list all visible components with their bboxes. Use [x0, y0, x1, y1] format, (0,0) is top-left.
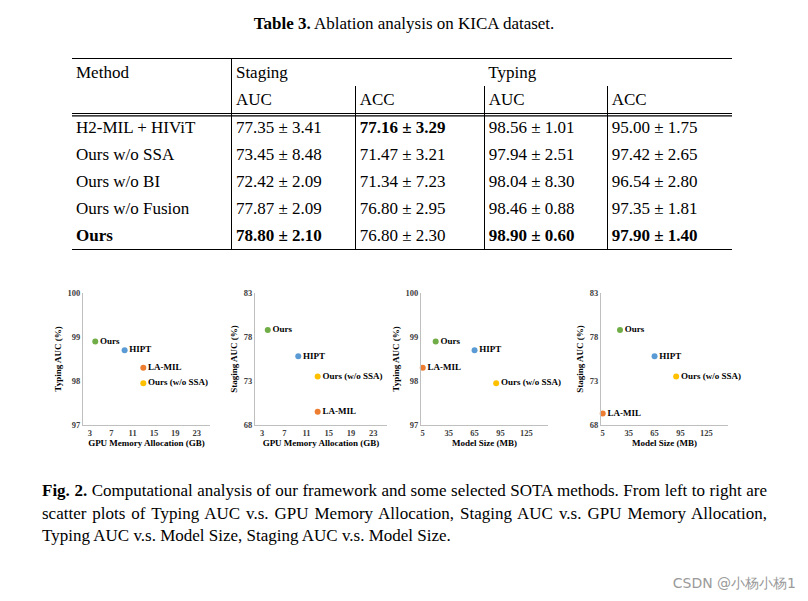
svg-text:Staging AUC (%): Staging AUC (%): [229, 325, 239, 393]
svg-text:7: 7: [282, 428, 287, 438]
svg-text:15: 15: [325, 428, 334, 438]
html-text:Staging: Staging: [235, 63, 288, 82]
svg-text:83: 83: [244, 288, 253, 298]
svg-text:97: 97: [72, 420, 81, 430]
svg-text:73: 73: [590, 376, 599, 386]
svg-text:78: 78: [590, 332, 599, 342]
svg-text:Typing AUC (%): Typing AUC (%): [53, 326, 63, 391]
html-text:97.42 ± 2.65: 97.42 ± 2.65: [611, 145, 698, 164]
html-text:Method: Method: [76, 63, 129, 82]
svg-text:Ours (w/o SSA): Ours (w/o SSA): [681, 371, 741, 381]
svg-text:Ours: Ours: [440, 336, 460, 346]
html-text:Typing: Typing: [488, 63, 537, 82]
html-text:77.35 ± 3.41: 77.35 ± 3.41: [235, 118, 322, 137]
svg-text:GPU Memory Allocation (GB): GPU Memory Allocation (GB): [263, 438, 380, 448]
svg-text:78: 78: [244, 332, 253, 342]
svg-text:HIPT: HIPT: [479, 344, 501, 354]
html-text:77.16 ± 3.29: 77.16 ± 3.29: [359, 118, 446, 137]
html-text:98.56 ± 1.01: 98.56 ± 1.01: [488, 118, 575, 137]
html-text:Ours w/o Fusion: Ours w/o Fusion: [76, 199, 190, 218]
html-text:98.90 ± 0.60: 98.90 ± 0.60: [488, 226, 575, 245]
html-text:ACC: ACC: [611, 90, 647, 109]
html-text:71.47 ± 3.21: 71.47 ± 3.21: [359, 145, 446, 164]
svg-text:3: 3: [260, 428, 264, 438]
svg-text:Ours: Ours: [625, 324, 645, 334]
html-text:Table 3. Ablation analysis on: Table 3. Ablation analysis on KICA datas…: [253, 14, 555, 33]
svg-text:68: 68: [244, 420, 253, 430]
svg-text:23: 23: [369, 428, 378, 438]
svg-text:23: 23: [192, 428, 201, 438]
svg-text:7: 7: [109, 428, 114, 438]
svg-text:Ours (w/o SSA): Ours (w/o SSA): [148, 377, 208, 387]
svg-text:35: 35: [624, 428, 633, 438]
html-text:Fig. 2. Computational analysis: Fig. 2. Computational analysis of our fr…: [42, 481, 767, 546]
html-text:77.87 ± 2.09: 77.87 ± 2.09: [235, 199, 322, 218]
svg-text:125: 125: [520, 428, 533, 438]
svg-text:LA-MIL: LA-MIL: [322, 406, 356, 416]
svg-text:Staging AUC (%): Staging AUC (%): [575, 325, 585, 393]
svg-text:11: 11: [303, 428, 311, 438]
html-text:Ours: Ours: [76, 226, 113, 245]
html-text:98.46 ± 0.88: 98.46 ± 0.88: [488, 199, 575, 218]
svg-text:35: 35: [444, 428, 453, 438]
svg-text:65: 65: [470, 428, 479, 438]
svg-text:11: 11: [129, 428, 137, 438]
svg-text:3: 3: [88, 428, 92, 438]
html-text:76.80 ± 2.30: 76.80 ± 2.30: [359, 226, 446, 245]
html-text:71.34 ± 7.23: 71.34 ± 7.23: [359, 172, 446, 191]
svg-text:97: 97: [410, 420, 419, 430]
svg-text:HIPT: HIPT: [303, 351, 325, 361]
html-text:97.35 ± 1.81: 97.35 ± 1.81: [611, 199, 698, 218]
html-text:78.80 ± 2.10: 78.80 ± 2.10: [235, 226, 322, 245]
svg-text:5: 5: [601, 428, 605, 438]
svg-text:5: 5: [421, 428, 425, 438]
svg-text:19: 19: [171, 428, 180, 438]
svg-text:LA-MIL: LA-MIL: [607, 408, 641, 418]
html-text:76.80 ± 2.95: 76.80 ± 2.95: [359, 199, 446, 218]
svg-text:68: 68: [590, 420, 599, 430]
svg-text:19: 19: [347, 428, 356, 438]
svg-text:65: 65: [650, 428, 659, 438]
svg-text:100: 100: [406, 288, 419, 298]
svg-text:Ours: Ours: [100, 336, 120, 346]
html-text:ACC: ACC: [359, 90, 395, 109]
svg-text:HIPT: HIPT: [659, 351, 681, 361]
html-text:97.94 ± 2.51: 97.94 ± 2.51: [488, 145, 575, 164]
html-text:H2-MIL + HIViT: H2-MIL + HIViT: [76, 118, 196, 137]
svg-text:99: 99: [410, 332, 419, 342]
html-text:73.45 ± 8.48: 73.45 ± 8.48: [235, 145, 322, 164]
svg-text:LA-MIL: LA-MIL: [148, 362, 182, 372]
svg-text:LA-MIL: LA-MIL: [427, 362, 461, 372]
html-text:AUC: AUC: [235, 90, 272, 109]
svg-text:15: 15: [150, 428, 159, 438]
html-text:Ours w/o SSA: Ours w/o SSA: [76, 145, 175, 164]
svg-text:Ours (w/o SSA): Ours (w/o SSA): [322, 371, 382, 381]
html-text:72.42 ± 2.09: 72.42 ± 2.09: [235, 172, 322, 191]
svg-text:98: 98: [72, 376, 81, 386]
html-text:97.90 ± 1.40: 97.90 ± 1.40: [611, 226, 698, 245]
svg-text:Model Size (MB): Model Size (MB): [452, 438, 517, 448]
svg-text:Ours (w/o SSA): Ours (w/o SSA): [501, 377, 561, 387]
svg-text:83: 83: [590, 288, 599, 298]
html-text:AUC: AUC: [488, 90, 525, 109]
svg-text:98: 98: [410, 376, 419, 386]
html-text:96.54 ± 2.80: 96.54 ± 2.80: [611, 172, 698, 191]
svg-text:HIPT: HIPT: [129, 344, 151, 354]
html-text:95.00 ± 1.75: 95.00 ± 1.75: [611, 118, 698, 137]
svg-text:100: 100: [68, 288, 81, 298]
svg-text:125: 125: [700, 428, 713, 438]
html-text:Ours w/o BI: Ours w/o BI: [76, 172, 161, 191]
html-text:98.04 ± 8.30: 98.04 ± 8.30: [488, 172, 575, 191]
svg-text:GPU Memory Allocation (GB): GPU Memory Allocation (GB): [88, 438, 205, 448]
svg-text:99: 99: [72, 332, 81, 342]
svg-text:Typing AUC (%): Typing AUC (%): [391, 326, 401, 391]
svg-text:Model Size (MB): Model Size (MB): [632, 438, 697, 448]
svg-text:73: 73: [244, 376, 253, 386]
svg-text:95: 95: [496, 428, 505, 438]
svg-text:Ours: Ours: [273, 324, 293, 334]
html-text:CSDN @小杨小杨1: CSDN @小杨小杨1: [672, 575, 796, 591]
svg-text:95: 95: [676, 428, 685, 438]
